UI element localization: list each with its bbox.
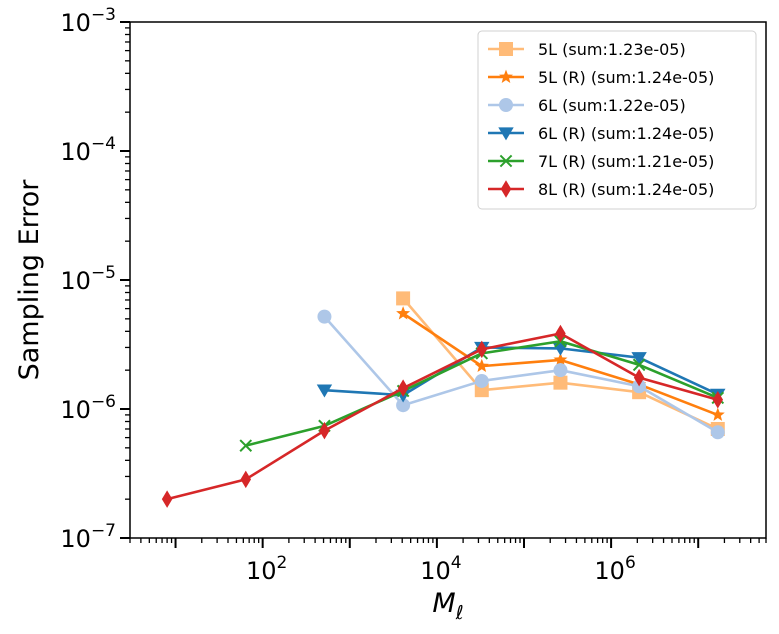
series-line	[323, 315, 719, 434]
legend-entry: 5L (sum:1.23e-05)	[488, 40, 686, 59]
legend-entry: 8L (R) (sum:1.24e-05)	[488, 180, 714, 199]
legend-marker	[499, 154, 513, 168]
legend-label: 7L (R) (sum:1.21e-05)	[538, 152, 714, 171]
x-tick-label: 106	[594, 553, 635, 585]
data-point	[396, 398, 411, 413]
data-point	[553, 375, 568, 390]
y-tick-exponent: −5	[91, 263, 116, 283]
y-axis-label: Sampling Error	[14, 179, 45, 381]
data-point	[316, 384, 333, 398]
y-tick-exponent: −3	[91, 5, 116, 25]
y-tick-exponent: −6	[91, 392, 116, 412]
y-tick-label: 10−6	[60, 392, 116, 424]
data-point	[239, 439, 253, 452]
legend-label: 5L (R) (sum:1.24e-05)	[538, 68, 714, 87]
y-tick-label: 10−7	[60, 521, 116, 553]
x-tick-label: 102	[246, 553, 287, 585]
legend-entry: 6L (R) (sum:1.24e-05)	[488, 124, 714, 143]
legend-label: 6L (R) (sum:1.24e-05)	[538, 124, 714, 143]
legend-marker	[499, 69, 513, 83]
data-point	[633, 368, 645, 387]
x-tick-label: 104	[420, 553, 461, 585]
series-line	[324, 346, 719, 397]
data-point	[631, 352, 647, 366]
series-layer	[161, 291, 726, 508]
data-point	[397, 379, 409, 397]
legend-marker	[499, 42, 513, 56]
data-point	[240, 470, 252, 489]
y-tick-exponent: −4	[91, 134, 116, 154]
data-point	[553, 363, 568, 378]
x-axis-label-main: M	[432, 588, 455, 619]
data-point	[555, 324, 566, 343]
data-point	[553, 352, 568, 366]
y-tick-base: 10	[60, 9, 91, 37]
data-point	[474, 358, 489, 373]
series-line	[166, 332, 719, 501]
y-tick-label: 10−4	[60, 134, 116, 166]
x-tick-exponent: 6	[625, 553, 636, 573]
x-tick-exponent: 2	[277, 553, 288, 573]
data-point	[632, 358, 646, 372]
x-axis-label: Mℓ	[432, 588, 463, 624]
data-point	[710, 425, 725, 440]
y-tick-label: 10−3	[60, 5, 116, 37]
legend-entry: 7L (R) (sum:1.21e-05)	[488, 152, 714, 171]
y-tick-base: 10	[60, 525, 91, 553]
legend: 5L (sum:1.23e-05) 5L (R) (sum:1.24e-05) 6L…	[477, 30, 757, 210]
y-tick-exponent: −7	[91, 521, 116, 541]
data-point	[476, 340, 488, 359]
data-point	[396, 291, 411, 306]
data-point	[161, 490, 173, 508]
data-point	[712, 390, 724, 409]
y-tick-base: 10	[60, 138, 91, 166]
legend-marker	[498, 127, 514, 141]
data-point	[710, 407, 725, 421]
data-point	[319, 421, 330, 440]
y-tick-base: 10	[60, 267, 91, 295]
x-tick-base: 10	[420, 557, 451, 585]
legend-label: 8L (R) (sum:1.24e-05)	[538, 180, 714, 199]
x-tick-base: 10	[246, 557, 277, 585]
series-6	[161, 324, 724, 508]
x-tick-exponent: 4	[451, 553, 462, 573]
x-axis-label-sub: ℓ	[455, 602, 464, 624]
legend-marker	[500, 180, 512, 198]
data-point	[317, 309, 332, 324]
legend-label: 6L (sum:1.22e-05)	[538, 96, 686, 115]
y-tick-label: 10−5	[60, 263, 116, 295]
x-tick-base: 10	[594, 557, 625, 585]
data-point	[396, 306, 411, 320]
legend-entry: 5L (R) (sum:1.24e-05)	[488, 68, 714, 87]
legend-marker	[499, 98, 513, 112]
data-point	[474, 373, 489, 388]
y-tick-base: 10	[60, 396, 91, 424]
legend-entry: 6L (sum:1.22e-05)	[488, 96, 686, 115]
legend-label: 5L (sum:1.23e-05)	[538, 40, 686, 59]
legend-box	[477, 30, 757, 210]
